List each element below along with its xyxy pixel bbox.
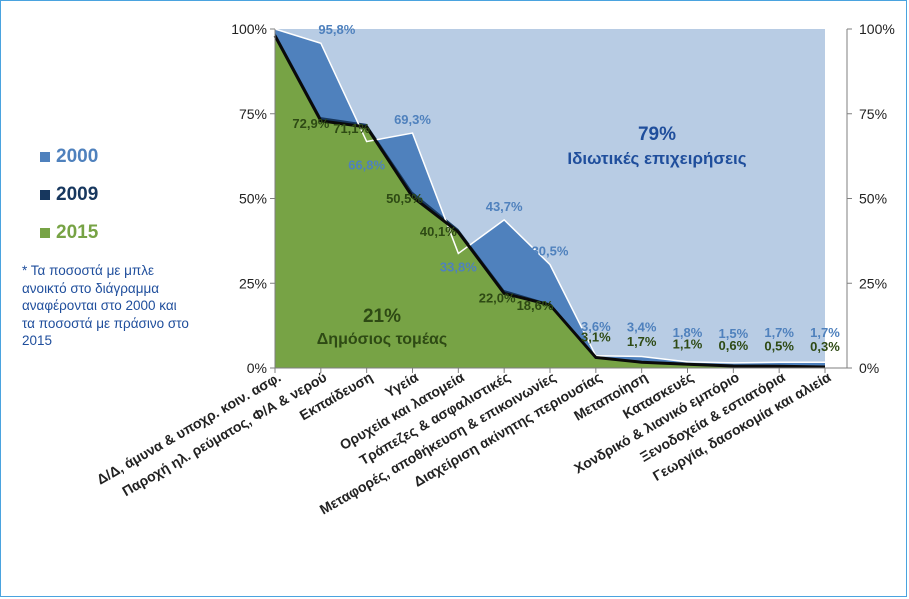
y-tick-label-left: 25% bbox=[239, 275, 267, 291]
data-label-2015: 40,1% bbox=[420, 224, 457, 239]
data-label-2000: 1,7% bbox=[810, 325, 840, 340]
legend: 2000 2009 2015 bbox=[40, 138, 98, 252]
annotation-private-text: Ιδιωτικές επιχειρήσεις bbox=[567, 149, 746, 168]
annotation-public-text: Δημόσιος τομέας bbox=[317, 331, 447, 348]
data-label-2015: 1,1% bbox=[673, 336, 703, 351]
legend-swatch-2000 bbox=[40, 152, 50, 162]
data-label-2000: 1,7% bbox=[764, 325, 794, 340]
x-tick-label: Παροχή ηλ. ρεύματος, Φ/Α & νερού bbox=[119, 369, 329, 500]
data-label-2015: 0,5% bbox=[764, 338, 794, 353]
y-tick-label-left: 100% bbox=[231, 21, 267, 37]
data-label-2000: 3,6% bbox=[581, 319, 611, 334]
data-label-2015: 3,1% bbox=[581, 329, 611, 344]
data-label-2000: 43,7% bbox=[486, 199, 523, 214]
data-label-2015: 0,6% bbox=[719, 338, 749, 353]
line-series-2000 bbox=[274, 28, 825, 364]
footnote: * Τα ποσοστά με μπλε ανοικτό στο διάγραμ… bbox=[22, 263, 189, 348]
data-label-2000: 69,3% bbox=[394, 112, 431, 127]
data-label-2015: 71,1% bbox=[333, 121, 370, 136]
area-series-2015 bbox=[275, 35, 825, 368]
legend-item-2000: 2000 bbox=[40, 138, 98, 176]
y-tick-label-right: 25% bbox=[859, 275, 887, 291]
y-tick-label-right: 0% bbox=[859, 360, 879, 376]
line-series-2015 bbox=[273, 35, 826, 369]
x-tick-label: Δ/Δ, άμυνα & υποχρ. κοιν. ασφ. bbox=[94, 369, 284, 488]
y-tick-label-right: 75% bbox=[859, 106, 887, 122]
y-tick-label-left: 75% bbox=[239, 106, 267, 122]
annotation-public-pct: 21% bbox=[363, 306, 401, 327]
data-label-2000: 30,5% bbox=[532, 244, 569, 259]
data-label-2015: 1,7% bbox=[627, 334, 657, 349]
legend-label-2000: 2000 bbox=[56, 146, 99, 167]
legend-item-2015: 2015 bbox=[40, 214, 98, 252]
data-label-2015: 0,3% bbox=[810, 339, 840, 354]
y-tick-label-left: 50% bbox=[239, 191, 267, 207]
legend-label-2009: 2009 bbox=[56, 184, 99, 205]
data-label-2015: 22,0% bbox=[479, 290, 516, 305]
data-label-2000: 95,8% bbox=[318, 22, 355, 37]
legend-item-2009: 2009 bbox=[40, 176, 98, 214]
legend-swatch-2015 bbox=[40, 228, 50, 238]
data-label-2000: 3,4% bbox=[627, 319, 657, 334]
legend-swatch-2009 bbox=[40, 190, 50, 200]
data-label-2015: 72,9% bbox=[292, 116, 329, 131]
legend-label-2015: 2015 bbox=[56, 222, 99, 243]
data-label-2000: 66,8% bbox=[348, 158, 385, 173]
y-tick-label-right: 100% bbox=[859, 21, 895, 37]
data-label-2015: 18,6% bbox=[517, 298, 554, 313]
annotation-private-pct: 79% bbox=[638, 124, 676, 145]
data-label-2000: 1,8% bbox=[673, 325, 703, 340]
y-tick-label-left: 0% bbox=[247, 360, 267, 376]
data-label-2015: 50,5% bbox=[386, 191, 423, 206]
data-label-2000: 1,5% bbox=[719, 326, 749, 341]
data-label-2000: 33,8% bbox=[440, 259, 477, 274]
y-tick-label-right: 50% bbox=[859, 191, 887, 207]
